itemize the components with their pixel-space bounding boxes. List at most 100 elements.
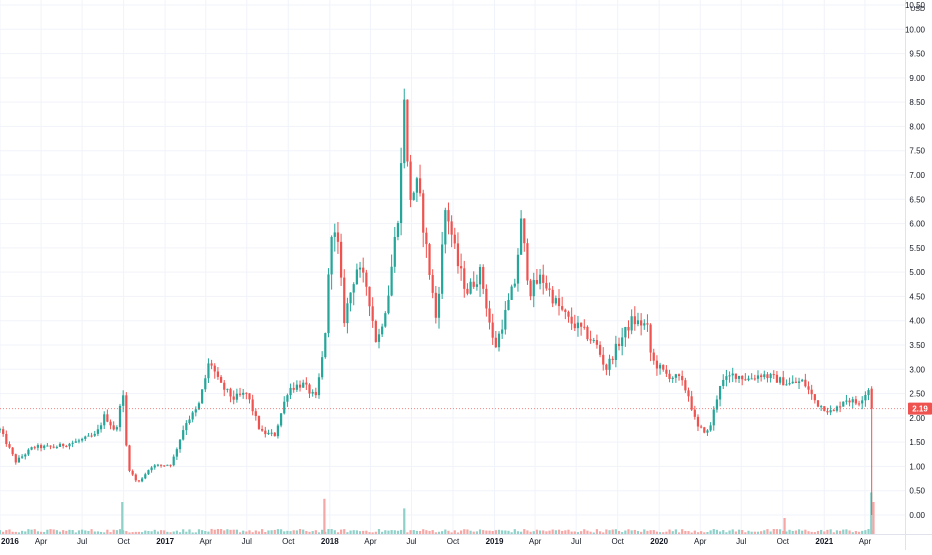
x-tick-label: Oct: [777, 537, 790, 546]
candle-body: [687, 390, 690, 397]
volume-bar: [652, 530, 655, 534]
candle-body: [785, 384, 788, 386]
volume-bar: [74, 532, 77, 534]
volume-bar: [459, 530, 463, 534]
volume-bar: [422, 529, 425, 534]
volume-bar: [643, 529, 646, 534]
candle-body: [128, 445, 131, 471]
y-tick-label: 9.50: [909, 50, 925, 59]
candle-body: [709, 425, 712, 431]
volume-bar: [456, 532, 460, 534]
volume-bar: [368, 532, 371, 534]
volume-bar: [425, 530, 428, 534]
volume-bar: [851, 532, 854, 534]
candle-body: [201, 389, 204, 404]
volume-bar: [46, 529, 49, 534]
candle-body: [766, 374, 769, 379]
candle-body: [861, 400, 864, 404]
candle-body: [292, 387, 295, 390]
candle-body: [576, 322, 580, 329]
candle-body: [118, 405, 122, 428]
candle-body: [194, 409, 197, 413]
candle-body: [488, 308, 491, 323]
volume-bar: [270, 530, 273, 534]
volume-bar: [778, 529, 782, 534]
volume-bar: [782, 530, 785, 534]
volume-bar: [614, 529, 617, 534]
candle-body: [381, 326, 384, 335]
candle-body: [431, 275, 434, 293]
volume-bar: [137, 531, 141, 534]
volume-bar: [153, 529, 156, 534]
candle-body: [207, 363, 210, 379]
volume-bar: [17, 532, 21, 534]
volume-bar: [810, 531, 813, 534]
volume-bar: [374, 531, 377, 534]
candle-body: [520, 218, 523, 255]
candle-body: [718, 386, 722, 400]
y-tick-label: 9.00: [909, 74, 925, 83]
y-tick-label: 4.00: [909, 317, 925, 326]
candle-body: [494, 337, 497, 348]
volume-bar: [106, 529, 109, 534]
volume-bar: [703, 532, 706, 534]
volume-bar: [8, 529, 11, 534]
volume-bar: [314, 530, 317, 534]
volume-bar: [813, 532, 816, 534]
candle-body: [646, 323, 649, 325]
volume-bar: [507, 530, 510, 534]
volume-bar: [791, 530, 794, 534]
volume-bar: [159, 530, 163, 534]
y-tick-label: 0.00: [909, 511, 925, 520]
volume-bar: [674, 529, 677, 534]
x-tick-label: 2020: [650, 537, 668, 546]
x-tick-label: 2021: [815, 537, 833, 546]
volume-bar: [295, 530, 298, 534]
volume-bar: [276, 529, 280, 534]
volume-bar: [696, 532, 700, 534]
volume-bar: [706, 531, 709, 534]
candle-body: [393, 237, 396, 267]
volume-bar: [567, 529, 570, 534]
candle-body: [838, 406, 842, 408]
volume-bar: [273, 529, 276, 534]
volume-bar: [573, 531, 576, 534]
volume-bar: [248, 530, 251, 534]
candle-body: [90, 435, 93, 437]
x-tick-label: Apr: [859, 537, 872, 546]
candle-body: [545, 282, 548, 289]
volume-bar: [387, 530, 390, 534]
volume-bar: [605, 529, 608, 534]
candle-body: [507, 299, 510, 310]
volume-bar: [2, 531, 5, 534]
volume-bar: [204, 530, 207, 534]
volume-bar: [595, 529, 599, 534]
volume-bar: [510, 532, 513, 534]
volume-bar: [166, 531, 169, 534]
volume-bar: [617, 530, 621, 534]
volume-bar: [172, 531, 175, 534]
candle-body: [204, 378, 207, 390]
volume-bar: [624, 530, 627, 534]
volume-bar: [65, 530, 68, 534]
volume-bar: [0, 530, 2, 534]
x-tick-label: Jul: [736, 537, 746, 546]
candle-body: [662, 364, 665, 370]
volume-bar: [583, 529, 586, 534]
candle-body: [583, 326, 586, 328]
candle-body: [289, 387, 292, 396]
volume-bar: [687, 531, 690, 534]
candle-body: [554, 298, 557, 304]
volume-bar: [109, 532, 112, 534]
x-tick-label: 2017: [156, 537, 174, 546]
candle-body: [741, 375, 744, 380]
volume-bar: [801, 530, 804, 534]
volume-bar: [450, 532, 453, 534]
candle-body: [870, 388, 873, 409]
candle-body: [355, 269, 358, 285]
volume-bar: [741, 530, 744, 534]
candle-body: [387, 295, 390, 314]
volume-bar: [330, 529, 333, 534]
